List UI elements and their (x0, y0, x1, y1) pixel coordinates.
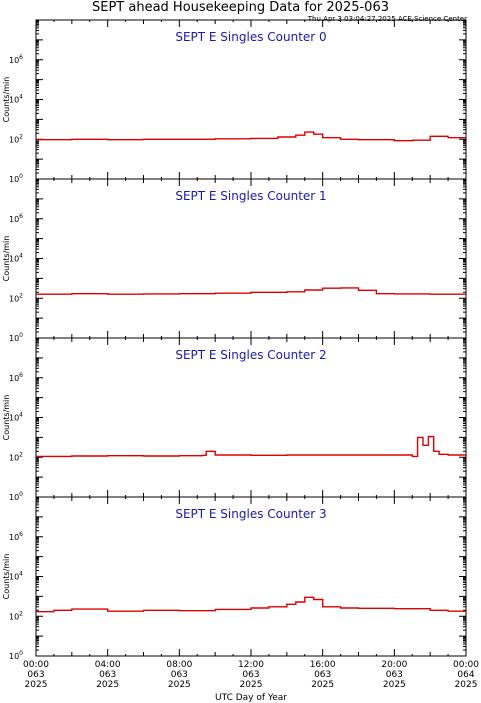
x-tick-year: 2025 (383, 680, 406, 690)
x-tick-time: 12:00 (238, 660, 264, 670)
y-tick-label: 102 (9, 133, 23, 144)
x-tick-year: 2025 (96, 680, 119, 690)
x-tick-year: 2025 (168, 680, 191, 690)
y-axis-label: Counts/min (2, 554, 11, 600)
x-tick-year: 2025 (455, 680, 478, 690)
x-tick-doy: 063 (314, 670, 331, 680)
x-tick-time: 20:00 (381, 660, 407, 670)
y-tick-label: 106 (9, 54, 23, 65)
y-tick-label: 100 (9, 173, 23, 184)
y-tick-label: 102 (9, 451, 23, 462)
panel-title: SEPT E Singles Counter 3 (175, 507, 326, 521)
x-tick-time: 04:00 (95, 660, 121, 670)
series-line (36, 131, 467, 142)
x-tick-time: 00:00 (453, 660, 479, 670)
page-title: SEPT ahead Housekeeping Data for 2025-06… (92, 0, 389, 15)
x-tick-year: 2025 (311, 680, 334, 690)
y-axis-label: Counts/min (2, 236, 11, 282)
y-tick-label: 104 (9, 253, 23, 264)
x-tick-year: 2025 (240, 680, 263, 690)
x-tick-year: 2025 (25, 680, 48, 690)
y-axis-label: Counts/min (2, 395, 11, 441)
y-tick-label: 102 (9, 610, 23, 621)
series-line (36, 435, 467, 458)
y-tick-label: 100 (9, 332, 23, 343)
series-line (36, 287, 467, 295)
panel-title: SEPT E Singles Counter 0 (175, 30, 326, 44)
x-tick-time: 00:00 (23, 660, 49, 670)
x-axis: 00:00063202504:00063202508:00063202512:0… (23, 660, 479, 703)
panel-title: SEPT E Singles Counter 2 (175, 348, 326, 362)
panel-title: SEPT E Singles Counter 1 (175, 189, 326, 203)
y-tick-label: 100 (9, 650, 23, 661)
x-tick-doy: 063 (171, 670, 188, 680)
x-tick-doy: 063 (386, 670, 403, 680)
y-tick-label: 106 (9, 213, 23, 224)
y-tick-label: 106 (9, 372, 23, 383)
y-tick-label: 104 (9, 571, 23, 582)
x-tick-doy: 064 (457, 670, 474, 680)
x-tick-doy: 063 (242, 670, 259, 680)
x-axis-label: UTC Day of Year (215, 693, 287, 703)
x-tick-time: 08:00 (166, 660, 192, 670)
panel-counter-1: 100 102 104 106 Counts/min SEPT E Singles Cou… (2, 178, 467, 343)
generated-timestamp: Thu Apr 3 03:04:27 2025 ACE Science Cent… (307, 15, 467, 23)
x-tick-doy: 063 (99, 670, 116, 680)
y-tick-label: 100 (9, 491, 23, 502)
panel-counter-3: 100 102 104 106 Counts/min SEPT E Singles Cou… (2, 496, 467, 661)
panel-counter-0: 100 102 104 106 Counts/min SEPT E Singles Cou… (2, 19, 467, 184)
y-axis-label: Counts/min (2, 77, 11, 123)
y-tick-label: 106 (9, 531, 23, 542)
y-tick-label: 102 (9, 292, 23, 303)
x-tick-time: 16:00 (310, 660, 336, 670)
x-tick-doy: 063 (27, 670, 44, 680)
y-tick-label: 104 (9, 94, 23, 105)
y-tick-label: 104 (9, 412, 23, 423)
panel-counter-2: 100 102 104 106 Counts/min SEPT E Singles Cou… (2, 337, 467, 502)
series-line (36, 596, 467, 613)
